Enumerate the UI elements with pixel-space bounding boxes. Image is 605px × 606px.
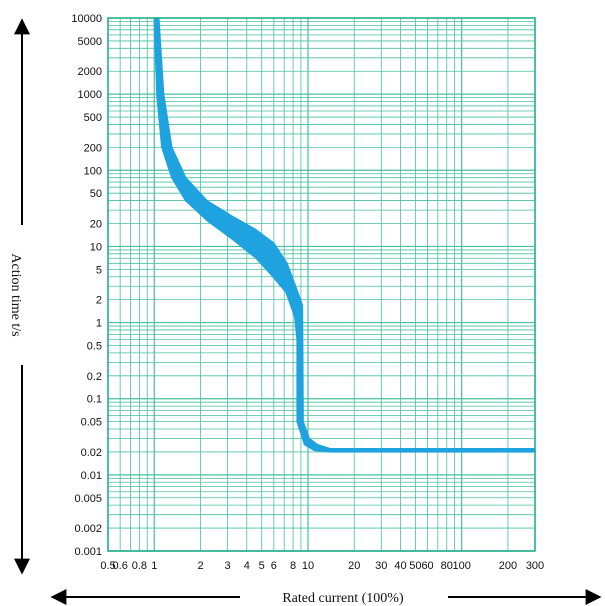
x-tick-label: 0.8: [132, 560, 147, 572]
y-tick-label: 1000: [78, 89, 102, 101]
x-tick-label: 300: [526, 560, 544, 572]
grid-lines: [107, 18, 536, 552]
x-tick-label: 1: [151, 560, 157, 572]
x-tick-labels: 0.50.6 0.8 1 2 3 4 5 6 8 10 20 30 40 50 60 80 100 200 300: [100, 560, 544, 572]
x-tick-label: 4: [244, 560, 250, 572]
y-tick-label: 1: [96, 318, 102, 330]
y-tick-label: 0.2: [87, 371, 102, 383]
y-tick-label: 0.001: [74, 546, 102, 558]
y-tick-label: 200: [84, 142, 102, 154]
x-tick-label: 3: [225, 560, 231, 572]
y-tick-labels: 10000 5000 2000 1000 500 200 100 50 20 10 5 2 1 0.5 0.…: [71, 13, 102, 558]
y-tick-label: 0.005: [74, 493, 102, 505]
x-tick-label: 2: [197, 560, 203, 572]
x-tick-label: 0.5: [100, 560, 115, 572]
trip-band: [153, 17, 536, 453]
y-tick-label: 50: [90, 188, 102, 200]
y-tick-label: 0.05: [81, 417, 102, 429]
x-tick-label: 30: [375, 560, 387, 572]
y-tick-label: 10: [90, 241, 102, 253]
plot-frame: [107, 17, 536, 552]
y-tick-label: 5: [96, 264, 102, 276]
y-tick-label: 0.01: [81, 470, 102, 482]
x-tick-label: 100: [452, 560, 470, 572]
y-tick-label: 0.002: [74, 523, 102, 535]
x-tick-label: 40: [394, 560, 406, 572]
y-tick-label: 500: [84, 112, 102, 124]
trip-curve-band: [153, 17, 536, 453]
x-tick-label: 200: [499, 560, 517, 572]
x-tick-label: 5: [259, 560, 265, 572]
y-tick-label: 0.5: [87, 340, 102, 352]
x-tick-label: 80: [441, 560, 453, 572]
y-axis-title: Action time t/s: [8, 253, 23, 336]
x-tick-label: 50: [409, 560, 421, 572]
x-tick-label: 0.6: [113, 560, 128, 572]
x-tick-label: 8: [290, 560, 296, 572]
x-tick-label: 10: [302, 560, 314, 572]
y-tick-label: 10000: [71, 13, 102, 25]
y-tick-label: 100: [84, 165, 102, 177]
y-tick-label: 0.1: [87, 394, 102, 406]
y-tick-label: 5000: [78, 36, 102, 48]
y-tick-label: 20: [90, 219, 102, 231]
y-tick-label: 0.02: [81, 447, 102, 459]
x-axis-title: Rated current (100%): [282, 591, 404, 606]
x-tick-label: 60: [421, 560, 433, 572]
y-tick-label: 2: [96, 295, 102, 307]
y-tick-label: 2000: [78, 66, 102, 78]
x-tick-label: 6: [271, 560, 277, 572]
x-tick-label: 20: [348, 560, 360, 572]
